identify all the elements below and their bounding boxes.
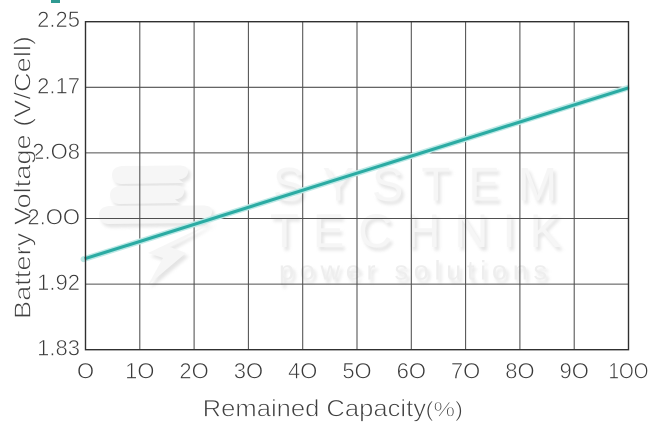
svg-text:2O: 2O: [179, 359, 208, 384]
svg-text:1O: 1O: [125, 359, 154, 384]
svg-text:TECHNIK: TECHNIK: [273, 207, 564, 260]
svg-text:4O: 4O: [288, 359, 317, 384]
svg-text:6O: 6O: [397, 359, 426, 384]
svg-text:1.83: 1.83: [37, 336, 80, 361]
svg-text:7O: 7O: [451, 359, 480, 384]
svg-text:O: O: [77, 359, 94, 384]
svg-text:Battery Voltage (V/Cell): Battery Voltage (V/Cell): [10, 36, 36, 319]
svg-text:2.O8: 2.O8: [32, 139, 80, 164]
svg-text:2.OO: 2.OO: [27, 205, 80, 230]
svg-text:power solutions: power solutions: [279, 256, 547, 286]
svg-text:1OO: 1OO: [609, 359, 649, 384]
svg-text:Remained Capacity: Remained Capacity: [203, 396, 426, 423]
svg-text:5O: 5O: [342, 359, 371, 384]
svg-text:9O: 9O: [560, 359, 589, 384]
svg-text:1.92: 1.92: [37, 270, 80, 295]
svg-text:TECHNIK: TECHNIK: [270, 204, 561, 257]
svg-text:2.17: 2.17: [37, 73, 80, 98]
svg-text:(%): (%): [426, 399, 464, 422]
svg-text:8O: 8O: [505, 359, 534, 384]
svg-text:2.25: 2.25: [37, 7, 80, 32]
svg-text:3O: 3O: [234, 359, 263, 384]
